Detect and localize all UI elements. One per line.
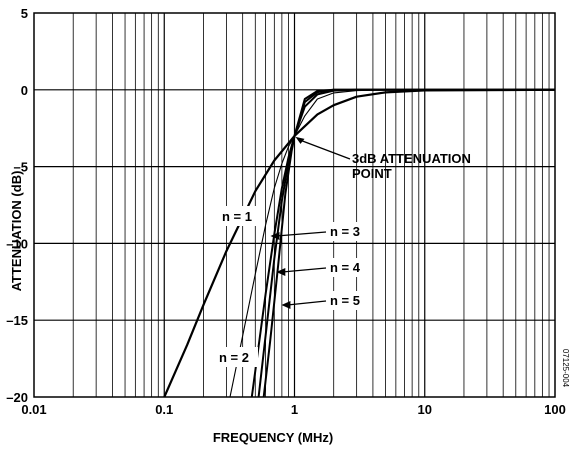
x-tick-label: 0.01 (21, 402, 46, 417)
y-tick-label: –15 (6, 313, 28, 328)
label-bg-n5 (328, 291, 372, 310)
leader-n4 (282, 267, 327, 273)
label-bg-n3 (328, 222, 372, 241)
series-label-n4: n = 4 (330, 260, 361, 275)
x-tick-label: 1 (291, 402, 298, 417)
grid (34, 13, 555, 397)
x-tick-label: 10 (418, 402, 432, 417)
arrowhead-n3 (270, 232, 280, 240)
y-tick-label: 5 (21, 6, 28, 21)
annotation-3db-arrowhead (295, 136, 305, 144)
figure-code: 07125-004 (561, 349, 570, 388)
y-axis-label: ATTENUATION (dB) (9, 171, 24, 292)
y-tick-label: –20 (6, 390, 28, 405)
leader-n5 (287, 300, 327, 306)
series-label-n2: n = 2 (219, 350, 249, 365)
x-axis-label: FREQUENCY (MHz) (213, 430, 333, 445)
arrowhead-n5 (281, 301, 291, 309)
label-bg-n2 (216, 347, 258, 367)
x-tick-label: 0.1 (155, 402, 173, 417)
arrowhead-n4 (276, 268, 286, 276)
leader-n3 (276, 231, 327, 237)
series-label-n5: n = 5 (330, 293, 360, 308)
plot-frame (33, 12, 556, 398)
annotation-3db-line1: 3dB ATTENUATION (352, 151, 471, 166)
label-bg-n1 (218, 206, 262, 226)
series-label-n3: n = 3 (330, 224, 360, 239)
y-tick-label: –10 (6, 236, 28, 251)
tick-labels: 0.01 0.1 1 10 100 5 0 –5 –10 –15 –20 (6, 6, 566, 417)
y-tick-label: –5 (14, 160, 28, 175)
y-tick-label: 0 (21, 83, 28, 98)
label-bg-n4 (328, 258, 372, 277)
annotation-3db-leader (299, 139, 351, 160)
series-line-n5 (262, 88, 555, 398)
series-lines (163, 88, 556, 398)
annotation-3db-line2: POINT (352, 166, 392, 181)
x-tick-label: 100 (544, 402, 566, 417)
series-line-n2 (229, 89, 555, 398)
series-label-n1: n = 1 (222, 209, 252, 224)
